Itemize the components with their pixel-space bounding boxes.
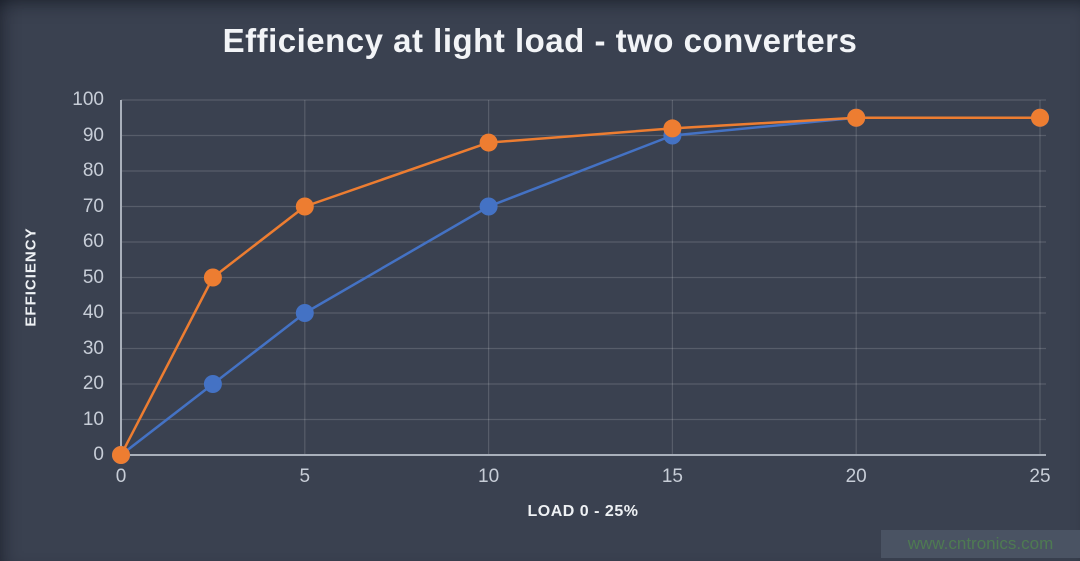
x-tick-label: 0: [115, 466, 127, 487]
data-point-marker-converter-blue: [203, 375, 222, 393]
data-point-marker-converter-orange: [847, 108, 866, 127]
x-tick-label: 10: [478, 466, 500, 487]
y-tick-label: 80: [82, 160, 104, 181]
y-tick-label: 10: [82, 408, 104, 430]
chart-title: Efficiency at light load - two converter…: [222, 22, 858, 59]
y-tick-label: 100: [72, 89, 104, 110]
watermark-text: www.cntronics.com: [907, 534, 1054, 553]
x-tick-label: 20: [845, 466, 867, 487]
x-tick-label: 25: [1029, 466, 1051, 487]
y-tick-label: 40: [82, 302, 104, 323]
data-point-marker-converter-orange: [203, 268, 222, 287]
x-axis-title: LOAD 0 - 25%: [527, 503, 639, 520]
series-line-converter-blue: [120, 116, 1040, 456]
data-point-marker-converter-orange: [479, 133, 498, 152]
y-tick-label: 60: [82, 231, 104, 252]
y-tick-label: 50: [82, 266, 104, 288]
x-tick-label: 15: [661, 466, 683, 487]
data-point-marker-converter-orange: [295, 197, 314, 216]
data-point-marker-converter-orange: [1031, 108, 1049, 127]
y-tick-label: 90: [82, 124, 104, 146]
y-tick-label: 70: [82, 195, 104, 217]
x-tick-label: 5: [299, 466, 311, 487]
data-point-marker-converter-orange: [663, 119, 682, 138]
watermark-badge: www.cntronics.com: [881, 530, 1080, 558]
y-tick-label: 20: [82, 373, 104, 394]
series-line-converter-orange: [119, 116, 1040, 456]
data-point-marker-converter-blue: [479, 197, 498, 216]
data-point-marker-converter-blue: [295, 304, 314, 322]
y-tick-label: 0: [93, 444, 104, 465]
y-tick-label: 30: [82, 337, 104, 359]
data-point-marker-converter-orange: [112, 446, 130, 464]
y-axis-title: EFFICIENCY: [22, 227, 40, 327]
